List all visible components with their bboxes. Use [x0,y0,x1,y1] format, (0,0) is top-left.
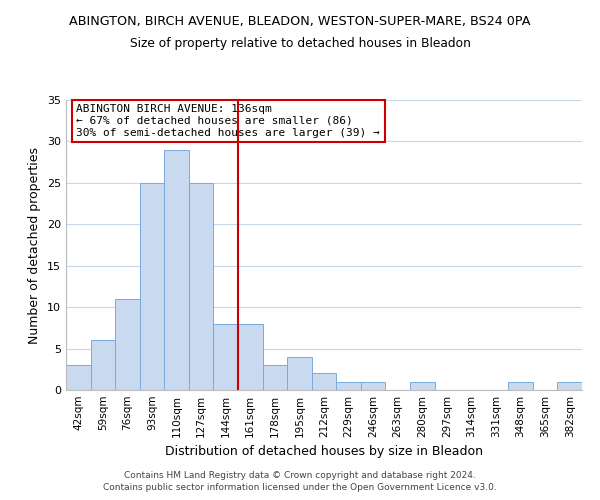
Bar [189,183,214,390]
Bar [508,382,533,390]
Bar [287,357,312,390]
X-axis label: Distribution of detached houses by size in Bleadon: Distribution of detached houses by size … [165,446,483,458]
Bar [361,382,385,390]
Bar [263,365,287,390]
Bar [238,324,263,390]
Y-axis label: Number of detached properties: Number of detached properties [28,146,41,344]
Bar [557,382,582,390]
Bar [164,150,189,390]
Text: Contains HM Land Registry data © Crown copyright and database right 2024.: Contains HM Land Registry data © Crown c… [124,471,476,480]
Bar [336,382,361,390]
Bar [115,299,140,390]
Bar [214,324,238,390]
Text: Contains public sector information licensed under the Open Government Licence v3: Contains public sector information licen… [103,484,497,492]
Bar [312,374,336,390]
Text: ABINGTON, BIRCH AVENUE, BLEADON, WESTON-SUPER-MARE, BS24 0PA: ABINGTON, BIRCH AVENUE, BLEADON, WESTON-… [69,15,531,28]
Text: Size of property relative to detached houses in Bleadon: Size of property relative to detached ho… [130,38,470,51]
Bar [140,183,164,390]
Bar [66,365,91,390]
Bar [410,382,434,390]
Text: ABINGTON BIRCH AVENUE: 136sqm
← 67% of detached houses are smaller (86)
30% of s: ABINGTON BIRCH AVENUE: 136sqm ← 67% of d… [76,104,380,138]
Bar [91,340,115,390]
